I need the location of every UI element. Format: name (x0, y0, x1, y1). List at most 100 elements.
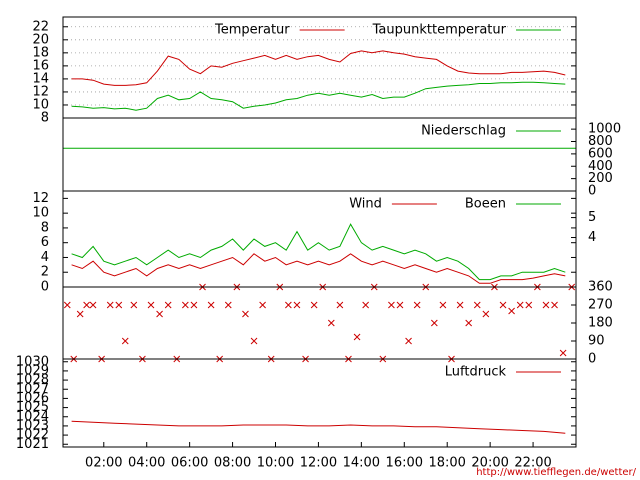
direction-marker (559, 349, 567, 357)
y-tick-label: 8 (41, 220, 49, 235)
data-line (71, 420, 566, 434)
direction-marker (353, 333, 361, 341)
direction-marker (336, 301, 344, 309)
direction-marker (224, 301, 232, 309)
y-tick-label: 8 (41, 111, 49, 126)
y2-tick-label: 800 (588, 134, 613, 149)
direction-marker (115, 301, 123, 309)
panel-frame (62, 286, 577, 360)
direction-marker (156, 310, 163, 318)
legend-label: Wind (349, 197, 382, 212)
direction-marker (508, 307, 515, 315)
y2-tick-label: 4 (588, 230, 596, 245)
direction-marker (430, 319, 438, 327)
x-tick-label: 16:00 (386, 456, 423, 471)
y-tick-label: 12 (32, 84, 49, 99)
y-tick-label: 1027 (16, 382, 49, 397)
y-tick-label: 1030 (16, 354, 49, 369)
direction-marker (147, 301, 155, 309)
direction-marker (76, 310, 84, 318)
y2-tick-label: 360 (588, 280, 613, 295)
direction-marker (362, 301, 370, 309)
footer-url: http://www.tiefflegen.de/wetter/ (476, 467, 636, 478)
y-tick-label: 2 (41, 265, 49, 280)
legend-label: Luftdruck (445, 365, 507, 380)
direction-marker (413, 301, 421, 309)
y2-tick-label: 0 (588, 352, 596, 367)
x-tick-label: 10:00 (257, 456, 294, 471)
direction-marker (242, 310, 249, 318)
direction-marker (130, 301, 138, 309)
y-tick-label: 1022 (16, 428, 49, 443)
data-line (71, 81, 566, 111)
legend-label: Temperatur (214, 23, 290, 38)
y-tick-label: 1021 (16, 437, 49, 452)
y-tick-label: 18 (32, 45, 49, 60)
x-tick-label: 20:00 (471, 456, 508, 471)
direction-marker (89, 301, 97, 309)
direction-marker (473, 301, 481, 309)
direction-marker (106, 301, 114, 309)
direction-marker (482, 310, 490, 318)
data-line (71, 253, 566, 284)
y-tick-label: 10 (32, 206, 49, 221)
y2-tick-label: 270 (588, 298, 613, 313)
direction-marker (83, 301, 90, 309)
y-tick-label: 16 (32, 58, 49, 73)
y-tick-label: 1025 (16, 400, 49, 415)
y-tick-label: 1029 (16, 363, 49, 378)
y-tick-label: 22 (32, 19, 49, 34)
direction-marker (499, 301, 507, 309)
y-tick-label: 14 (32, 71, 49, 86)
direction-marker (310, 301, 318, 309)
x-tick-label: 14:00 (343, 456, 380, 471)
y2-tick-label: 0 (588, 184, 596, 199)
y-tick-label: 1024 (16, 409, 49, 424)
direction-marker (516, 301, 524, 309)
x-tick-label: 08:00 (214, 456, 251, 471)
direction-marker (259, 301, 266, 309)
y2-tick-label: 400 (588, 159, 613, 174)
direction-marker (551, 301, 558, 309)
direction-marker (388, 301, 395, 309)
x-tick-label: 02:00 (85, 456, 122, 471)
x-tick-label: 12:00 (300, 456, 337, 471)
direction-marker (327, 319, 335, 327)
data-line (71, 50, 566, 86)
data-line (71, 223, 566, 281)
x-tick-label: 06:00 (171, 456, 208, 471)
y2-tick-label: 600 (588, 146, 613, 161)
direction-marker (181, 301, 189, 309)
direction-marker (63, 301, 71, 309)
legend-label: Boeen (465, 197, 506, 212)
x-tick-label: 18:00 (428, 456, 465, 471)
direction-marker (190, 301, 198, 309)
y-tick-label: 1026 (16, 391, 49, 406)
direction-marker (285, 301, 292, 309)
direction-marker (439, 301, 447, 309)
direction-marker (405, 337, 412, 345)
panel-frame (62, 358, 577, 448)
y2-tick-label: 200 (588, 171, 613, 186)
y-tick-label: 6 (41, 235, 49, 250)
legend-label: Taupunkttemperatur (372, 23, 507, 38)
y-tick-label: 4 (41, 250, 49, 265)
direction-marker (121, 337, 129, 345)
y-tick-label: 0 (41, 280, 49, 295)
y-tick-label: 20 (32, 32, 49, 47)
direction-marker (293, 301, 301, 309)
y2-tick-label: 90 (588, 334, 605, 349)
y-tick-label: 1023 (16, 418, 49, 433)
direction-marker (396, 301, 404, 309)
direction-marker (456, 301, 464, 309)
y-tick-label: 10 (32, 97, 49, 112)
y-tick-label: 12 (32, 191, 49, 206)
legend-label: Niederschlag (421, 124, 506, 139)
y2-tick-label: 1000 (588, 122, 621, 137)
x-tick-label: 04:00 (128, 456, 165, 471)
direction-marker (542, 301, 550, 309)
direction-marker (164, 301, 172, 309)
direction-marker (250, 337, 258, 345)
x-tick-label: 22:00 (514, 456, 551, 471)
